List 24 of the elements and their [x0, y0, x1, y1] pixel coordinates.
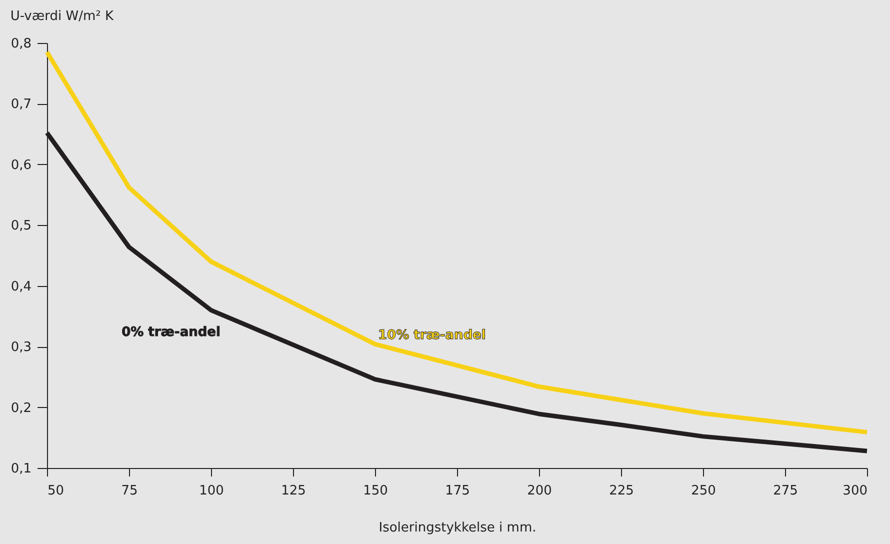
y-tick-label: 0,1: [10, 462, 32, 476]
line-series: [44, 50, 870, 434]
x-tick-label: 225: [609, 484, 634, 498]
series-label: 10% træ-andel: [378, 328, 486, 344]
x-tick-label: 250: [691, 484, 716, 498]
x-axis-title: Isoleringstykkelse i mm.: [378, 520, 536, 536]
x-tick-label: 300: [842, 484, 868, 498]
y-tick-label: 0,5: [10, 218, 32, 234]
y-tick-label: 0,2: [10, 400, 32, 416]
y-tick-label: 0,4: [10, 279, 32, 294]
x-tick-label: 125: [281, 484, 306, 498]
y-axis-title: U-værdi W/m² K: [10, 9, 114, 24]
x-tick-label: 150: [363, 484, 388, 498]
series-label: 0% træ-andel: [122, 325, 220, 340]
x-tick-label: 275: [773, 484, 798, 498]
y-tick-label: 0,7: [10, 97, 32, 112]
y-tick-label: 0,6: [10, 158, 32, 173]
y-tick-label: 0,8: [10, 36, 32, 52]
x-tick-label: 200: [527, 484, 552, 498]
x-tick-label: 100: [199, 484, 224, 498]
y-tick-label: 0,3: [10, 340, 32, 356]
x-tick-label: 175: [445, 484, 470, 498]
x-tick-label: 75: [121, 484, 138, 498]
x-tick-label: 50: [48, 484, 64, 498]
